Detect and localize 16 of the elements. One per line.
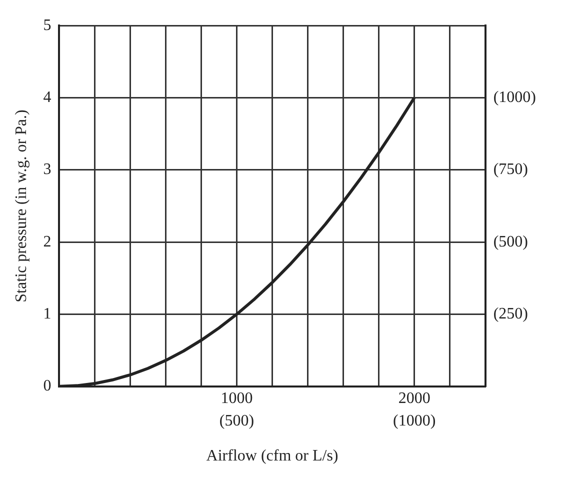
y2-tick-label: (250)	[493, 305, 528, 322]
y-tick-label: 5	[43, 16, 52, 34]
y2-tick-label: (750)	[493, 161, 528, 178]
x-tick-label: 1000	[220, 390, 253, 408]
y-tick-label: 3	[43, 161, 52, 178]
y-tick-label: 1	[43, 305, 52, 322]
x-axis-title: Airflow (cfm or L/s)	[206, 448, 338, 465]
y-tick-label: 2	[43, 233, 52, 250]
x2-tick-label: (1000)	[392, 412, 436, 430]
y-tick-label: 4	[43, 88, 52, 106]
y2-tick-label: (1000)	[493, 88, 536, 106]
y-tick-label: 0	[43, 378, 52, 395]
y2-tick-label: (500)	[493, 233, 528, 250]
x2-tick-label: (500)	[219, 412, 254, 430]
x-tick-label: 2000	[398, 390, 430, 408]
y-axis-title: Static pressure (in w.g. or Pa.)	[12, 110, 30, 302]
